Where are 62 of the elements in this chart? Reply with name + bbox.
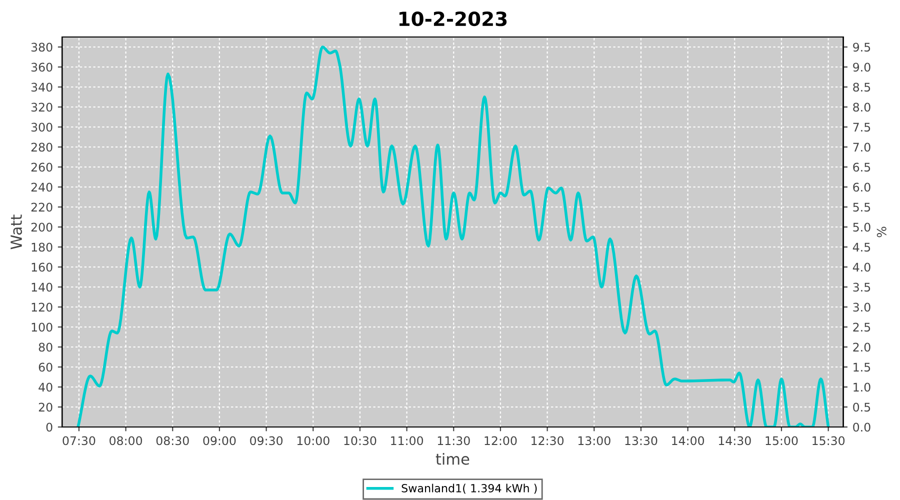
y2-tick-label: 5.5 [853, 202, 870, 212]
y2-tick-label: 0.0 [853, 422, 870, 432]
y2-tick-label: 5.0 [853, 222, 870, 232]
y-axis-title: Watt [10, 214, 22, 250]
y2-tick-label: 8.0 [853, 102, 870, 112]
x-tick-label: 14:00 [672, 436, 704, 446]
y-tick-label: 340 [31, 82, 52, 92]
y2-axis-title: % [876, 226, 886, 238]
y-tick-label: 380 [31, 42, 52, 52]
y-tick-label: 200 [31, 222, 52, 232]
y-tick-label: 40 [38, 382, 52, 392]
x-tick-label: 12:30 [532, 436, 564, 446]
y2-tick-label: 9.0 [853, 62, 870, 72]
x-tick-label: 11:00 [391, 436, 424, 446]
chart-title: 10-2-2023 [399, 11, 507, 26]
y-tick-label: 180 [32, 242, 52, 252]
y2-tick-label: 1.0 [854, 382, 870, 392]
y2-tick-label: 4.5 [852, 242, 870, 252]
y2-tick-label: 1.5 [854, 362, 870, 372]
y2-tick-label: 9.5 [853, 42, 870, 52]
x-tick-label: 08:00 [110, 436, 142, 446]
y2-tick-label: 7.0 [853, 142, 870, 152]
y-tick-label: 140 [32, 282, 52, 292]
y-tick-label: 280 [31, 142, 52, 152]
y-tick-label: 220 [31, 202, 52, 212]
y2-tick-label: 2.0 [853, 342, 870, 352]
y2-tick-label: 3.5 [853, 282, 870, 292]
y-tick-label: 360 [31, 62, 52, 72]
y-tick-label: 260 [31, 162, 52, 172]
x-tick-label: 07:30 [62, 436, 96, 446]
legend-label: Swanland1( 1.394 kWh ) [402, 484, 537, 494]
y-tick-label: 320 [31, 102, 52, 112]
y-tick-label: 120 [32, 302, 52, 312]
y-tick-label: 80 [38, 342, 52, 352]
x-tick-label: 15:00 [766, 436, 798, 446]
y2-tick-label: 6.5 [853, 162, 870, 172]
x-tick-label: 11:30 [438, 436, 470, 446]
x-tick-label: 14:30 [718, 436, 751, 446]
x-tick-label: 12:00 [484, 436, 517, 446]
x-tick-label: 08:30 [156, 436, 189, 446]
y2-tick-label: 0.5 [853, 402, 870, 412]
y-tick-label: 160 [32, 262, 52, 272]
x-tick-label: 10:00 [297, 436, 330, 446]
y2-tick-label: 2.5 [853, 322, 870, 332]
y-tick-label: 100 [32, 322, 52, 332]
y-tick-label: 0 [46, 422, 52, 432]
x-tick-label: 15:30 [812, 436, 845, 446]
y-tick-label: 240 [31, 182, 52, 192]
x-tick-label: 09:30 [250, 436, 283, 446]
y2-tick-label: 4.0 [852, 262, 870, 272]
y-tick-label: 60 [38, 362, 52, 372]
x-tick-label: 13:30 [625, 436, 658, 446]
y2-tick-label: 3.0 [853, 302, 870, 312]
y2-tick-label: 8.5 [853, 82, 870, 92]
x-tick-label: 13:00 [578, 436, 610, 446]
x-tick-label: 09:00 [203, 436, 236, 446]
y2-tick-label: 7.5 [853, 122, 870, 132]
x-tick-label: 10:30 [344, 436, 376, 446]
y-tick-label: 20 [38, 402, 52, 412]
x-axis-title: time [436, 453, 470, 465]
y-tick-label: 300 [31, 122, 52, 132]
y2-tick-label: 6.0 [853, 182, 870, 192]
